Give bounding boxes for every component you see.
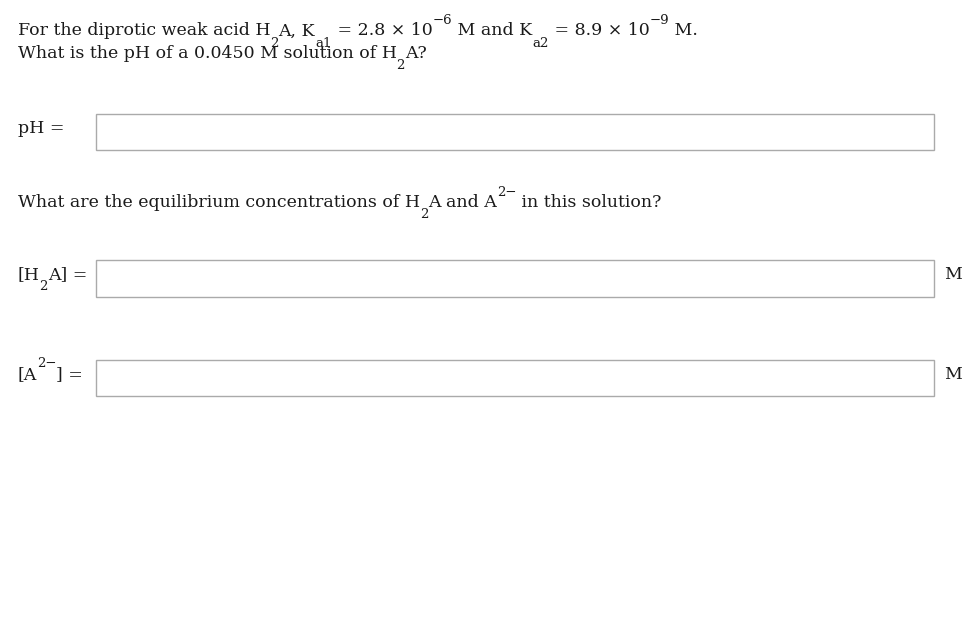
Text: 2: 2 <box>39 280 48 293</box>
Text: What is the pH of a 0.0450 M solution of H: What is the pH of a 0.0450 M solution of… <box>18 45 397 62</box>
Text: 2−: 2− <box>37 357 57 370</box>
Text: M.: M. <box>668 22 698 39</box>
Text: a1: a1 <box>315 37 331 50</box>
Text: ] =: ] = <box>57 365 83 382</box>
Text: M and K: M and K <box>451 22 531 39</box>
Text: [A: [A <box>18 365 37 382</box>
Text: −9: −9 <box>649 14 668 27</box>
Text: a2: a2 <box>531 37 548 50</box>
Text: A] =: A] = <box>48 266 87 283</box>
Text: A and A: A and A <box>428 194 496 211</box>
Text: = 2.8 × 10: = 2.8 × 10 <box>331 22 432 39</box>
Text: −6: −6 <box>432 14 451 27</box>
Text: M: M <box>943 365 960 382</box>
Text: M: M <box>943 266 960 283</box>
Text: 2−: 2− <box>496 186 516 199</box>
Text: For the diprotic weak acid H: For the diprotic weak acid H <box>18 22 270 39</box>
Text: in this solution?: in this solution? <box>516 194 661 211</box>
Text: A, K: A, K <box>278 22 315 39</box>
Text: 2: 2 <box>397 59 404 73</box>
Text: [H: [H <box>18 266 39 283</box>
Text: What are the equilibrium concentrations of H: What are the equilibrium concentrations … <box>18 194 419 211</box>
Text: A?: A? <box>404 45 426 62</box>
Text: = 8.9 × 10: = 8.9 × 10 <box>548 22 649 39</box>
Text: pH =: pH = <box>18 119 64 136</box>
Text: 2: 2 <box>270 37 278 50</box>
Text: 2: 2 <box>419 208 428 221</box>
